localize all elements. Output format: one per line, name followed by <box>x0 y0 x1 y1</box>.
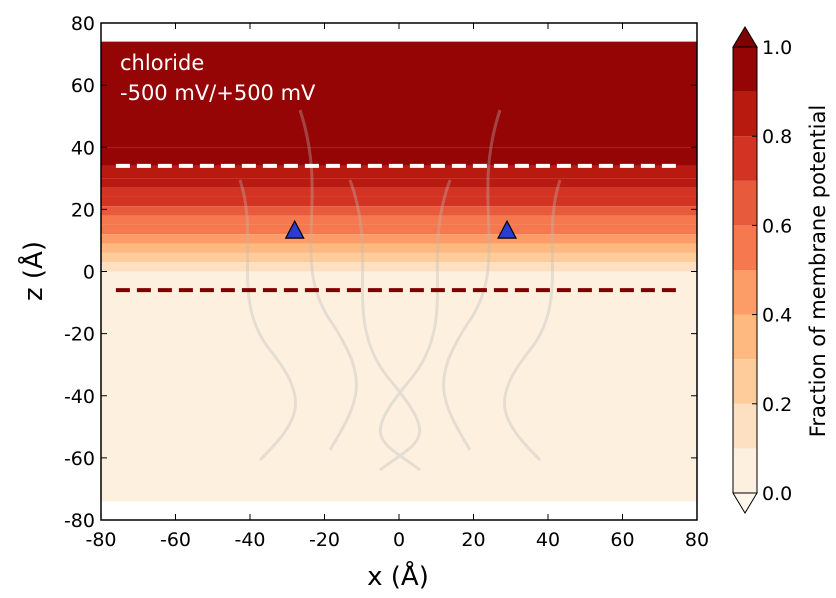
field <box>101 41 697 502</box>
colorbar-tick-label: 0.2 <box>762 394 792 416</box>
x-tick-label: 40 <box>536 529 560 551</box>
contour-band <box>101 41 697 148</box>
colorbar-segment <box>733 180 757 226</box>
contour-band <box>101 234 697 244</box>
colorbar-segment <box>733 47 757 92</box>
y-tick-label: 40 <box>71 137 95 159</box>
x-tick-label: -60 <box>160 529 191 551</box>
y-tick-label: 20 <box>71 199 95 221</box>
contour-band <box>101 243 697 253</box>
colorbar-tick-label: 0.6 <box>762 215 792 237</box>
x-tick-label: 80 <box>685 529 709 551</box>
contour-band <box>101 271 697 502</box>
contour-band <box>101 262 697 272</box>
marker <box>497 219 518 239</box>
colorbar-tick-label: 1.0 <box>762 37 792 59</box>
x-tick-label: -20 <box>309 529 340 551</box>
contour-band <box>101 252 697 263</box>
x-axis-label: x (Å) <box>367 560 429 592</box>
y-tick-label: 60 <box>71 75 95 97</box>
colorbar-segment <box>733 359 757 404</box>
contour-band <box>101 224 697 235</box>
x-tick-label: 20 <box>461 529 485 551</box>
overlay <box>115 163 683 293</box>
contour-band <box>101 206 697 216</box>
colorbar-extend-under <box>732 492 758 514</box>
y-tick-label: -20 <box>64 324 95 346</box>
x-tick-label: -80 <box>85 529 116 551</box>
y-tick-label: -80 <box>64 510 95 532</box>
colorbar-segment <box>733 225 757 270</box>
y-tick-label: -40 <box>64 386 95 408</box>
colorbar-tick-label: 0.4 <box>762 305 792 327</box>
marker <box>284 219 305 239</box>
x-tick-label: 60 <box>610 529 634 551</box>
y-tick-label: -60 <box>64 448 95 470</box>
colorbar-segment <box>733 448 757 493</box>
contour-band <box>101 196 697 207</box>
x-tick-label: 0 <box>393 529 405 551</box>
protein-ribbon <box>238 109 562 472</box>
x-tick-label: -40 <box>234 529 265 551</box>
colorbar-segment <box>733 270 757 315</box>
colorbar-tick-label: 0.8 <box>762 126 792 148</box>
contour-band <box>101 147 697 166</box>
y-tick-label: 80 <box>71 13 95 35</box>
y-tick-label: 0 <box>83 262 95 284</box>
contour-band <box>101 187 697 197</box>
colorbar-label: Fraction of membrane potential <box>806 105 830 437</box>
colorbar-segment <box>733 403 757 449</box>
annotation: -500 mV/+500 mV <box>120 81 316 105</box>
annotation: chloride <box>120 51 204 75</box>
contour-band <box>101 165 697 179</box>
colorbar-frame <box>732 46 758 494</box>
colorbar-tick-label: 0.0 <box>762 483 792 505</box>
colorbar-segment <box>733 136 757 181</box>
contour-band <box>101 178 697 188</box>
contour-band <box>101 215 697 225</box>
colorbar-segment <box>733 314 757 360</box>
y-axis-label: z (Å) <box>17 241 49 301</box>
colorbar-extend-over <box>732 26 758 48</box>
colorbar-segment <box>733 91 757 137</box>
